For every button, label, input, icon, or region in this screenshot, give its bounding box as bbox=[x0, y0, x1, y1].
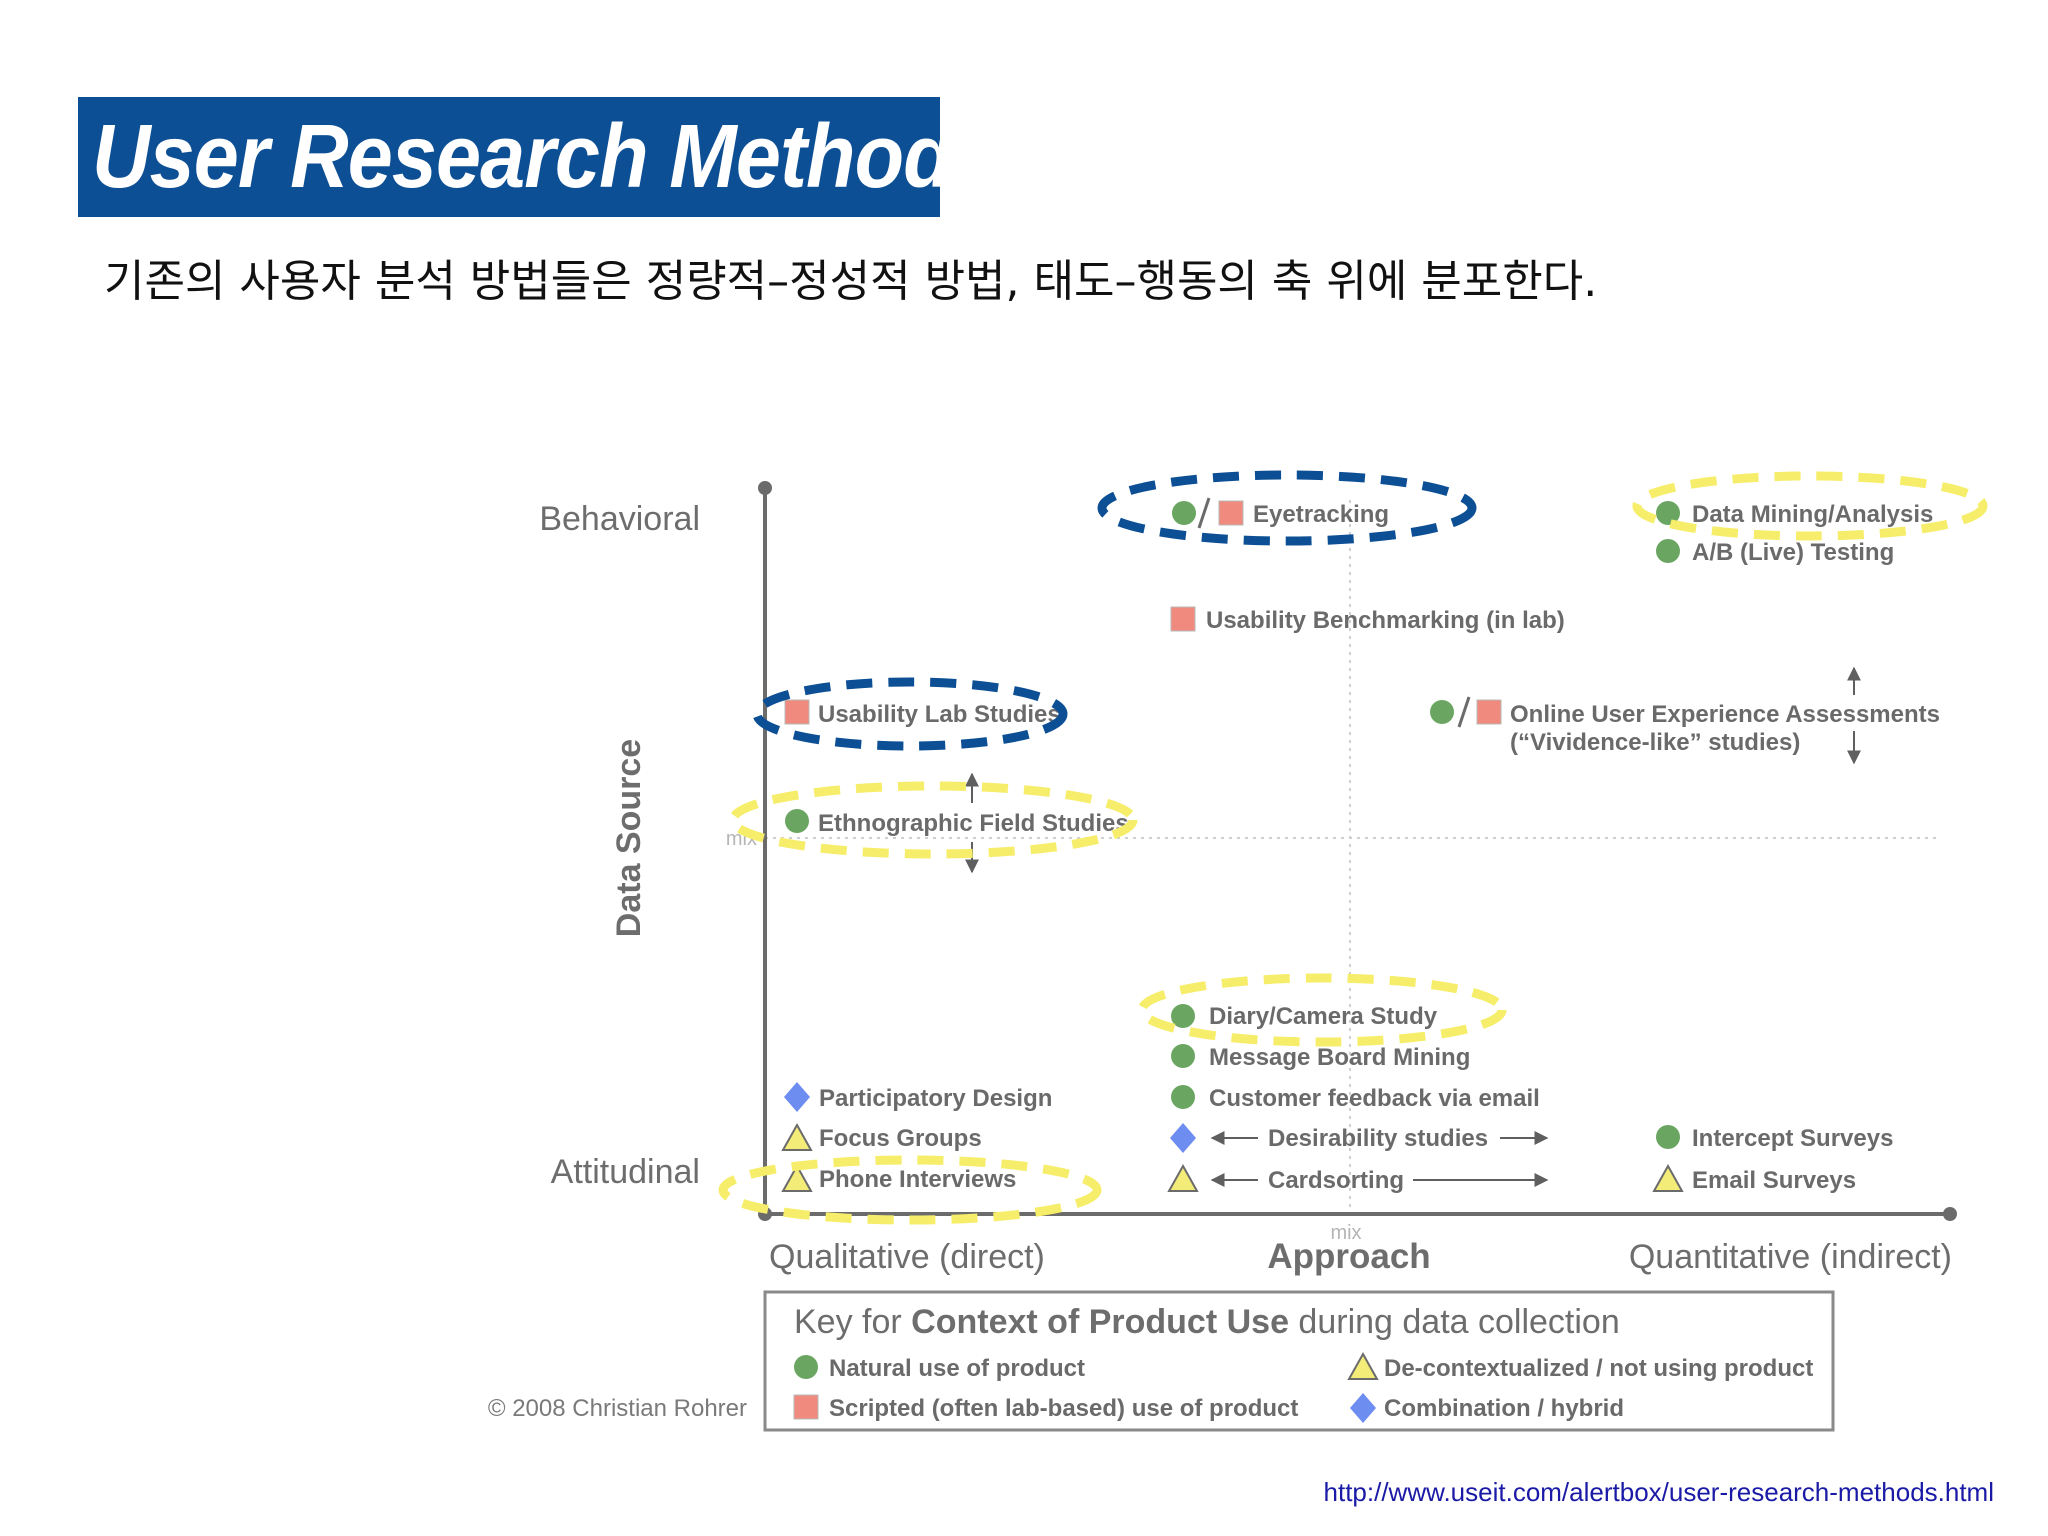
x-axis-mix-label: mix bbox=[1330, 1222, 1361, 1244]
scripted-use-square bbox=[784, 699, 810, 725]
context-key-box bbox=[763, 1290, 1835, 1432]
method-data-mining: Data Mining/Analysis bbox=[1692, 501, 1933, 528]
highlight-data-mining bbox=[1632, 471, 1988, 541]
y-axis-end-dot bbox=[758, 481, 772, 495]
method-customer-feedback: Customer feedback via email bbox=[1209, 1085, 1540, 1112]
method-message-board: Message Board Mining bbox=[1209, 1044, 1470, 1071]
combination-diamond bbox=[1350, 1393, 1376, 1423]
method-focus-groups: Focus Groups bbox=[819, 1125, 982, 1152]
method-desirability: Desirability studies bbox=[1268, 1125, 1488, 1152]
method-email-surveys: Email Surveys bbox=[1692, 1167, 1856, 1194]
method-cardsorting: Cardsorting bbox=[1268, 1167, 1404, 1194]
key-decontextualized: De-contextualized / not using product bbox=[1384, 1355, 1813, 1382]
scripted-use-square bbox=[1476, 699, 1502, 725]
label-attitudinal: Attitudinal bbox=[551, 1153, 700, 1191]
source-link[interactable]: http://www.useit.com/alertbox/user-resea… bbox=[1323, 1477, 1994, 1507]
natural-use-circle bbox=[785, 809, 809, 833]
copyright-note: © 2008 Christian Rohrer bbox=[488, 1395, 747, 1422]
decontextualized-triangle bbox=[781, 1163, 813, 1192]
method-ethnographic: Ethnographic Field Studies bbox=[818, 810, 1129, 837]
key-natural-use: Natural use of product bbox=[829, 1355, 1085, 1382]
method-participatory: Participatory Design bbox=[819, 1085, 1052, 1112]
method-intercept-surveys: Intercept Surveys bbox=[1692, 1125, 1893, 1152]
natural-use-circle bbox=[1171, 1044, 1195, 1068]
decontextualized-triangle bbox=[1347, 1351, 1379, 1380]
natural-use-circle bbox=[1171, 1085, 1195, 1109]
label-qualitative: Qualitative (direct) bbox=[769, 1238, 1045, 1276]
natural-use-circle bbox=[1656, 501, 1680, 525]
method-eyetracking: Eyetracking bbox=[1253, 501, 1389, 528]
key-combination: Combination / hybrid bbox=[1384, 1395, 1624, 1422]
natural-use-circle bbox=[1656, 1125, 1680, 1149]
label-behavioral: Behavioral bbox=[539, 500, 700, 538]
scripted-use-square bbox=[793, 1394, 819, 1420]
highlight-diary bbox=[1137, 973, 1507, 1047]
page-title: User Research Methods bbox=[92, 106, 997, 207]
scripted-use-square bbox=[1170, 606, 1196, 632]
title-banner: User Research Methods bbox=[78, 97, 997, 217]
highlight-ethnographic bbox=[728, 781, 1138, 859]
x-axis-title: Approach bbox=[1267, 1237, 1430, 1276]
method-online-ux-note: (“Vividence-like” studies) bbox=[1510, 729, 1800, 756]
combination-diamond bbox=[1170, 1123, 1196, 1153]
method-diary: Diary/Camera Study bbox=[1209, 1003, 1438, 1030]
natural-use-circle bbox=[1656, 539, 1680, 563]
x-axis-end-dot bbox=[1943, 1207, 1957, 1221]
decontextualized-triangle bbox=[1167, 1163, 1199, 1192]
label-quantitative: Quantitative (indirect) bbox=[1629, 1238, 1952, 1276]
decontextualized-triangle bbox=[1652, 1163, 1684, 1192]
key-title: Key for Context of Product Use during da… bbox=[794, 1303, 1620, 1341]
highlight-eyetracking bbox=[1097, 470, 1477, 546]
decontextualized-triangle bbox=[781, 1122, 813, 1151]
method-phone-interviews: Phone Interviews bbox=[819, 1166, 1016, 1193]
method-usability-lab: Usability Lab Studies bbox=[818, 701, 1061, 728]
natural-use-circle bbox=[1171, 1004, 1195, 1028]
slash-separator bbox=[1457, 696, 1471, 728]
natural-use-circle bbox=[794, 1355, 818, 1379]
combination-diamond bbox=[784, 1082, 810, 1112]
y-axis-title: Data Source bbox=[610, 739, 648, 937]
highlight-usability-lab bbox=[752, 677, 1068, 751]
key-scripted-use: Scripted (often lab-based) use of produc… bbox=[829, 1395, 1298, 1422]
method-online-ux: Online User Experience Assessments bbox=[1510, 701, 1940, 728]
method-ab-testing: A/B (Live) Testing bbox=[1692, 539, 1894, 566]
highlight-phone-interviews bbox=[718, 1155, 1102, 1225]
page-subtitle: 기존의 사용자 분석 방법들은 정량적–정성적 방법, 태도–행동의 축 위에 … bbox=[104, 256, 1598, 307]
method-usability-benchmarking: Usability Benchmarking (in lab) bbox=[1206, 607, 1565, 634]
scripted-use-square bbox=[1218, 500, 1244, 526]
slash-separator bbox=[1197, 497, 1211, 529]
natural-use-circle bbox=[1172, 501, 1196, 525]
natural-use-circle bbox=[1430, 700, 1454, 724]
